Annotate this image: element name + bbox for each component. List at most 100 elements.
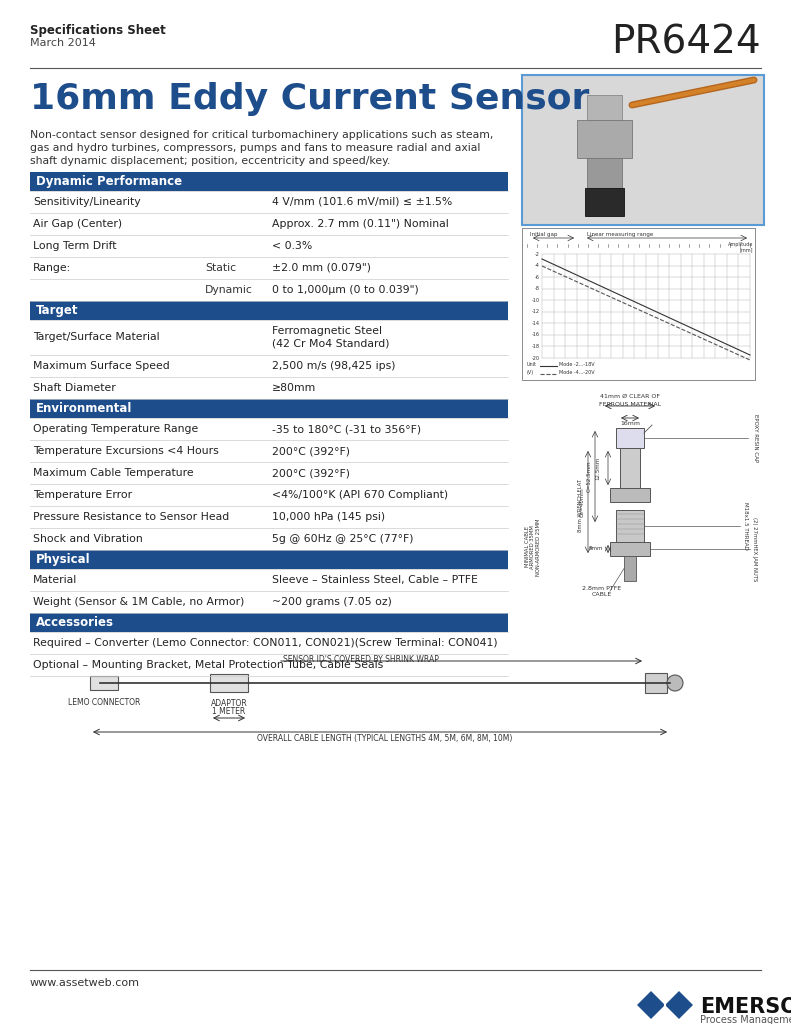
- Text: ADAPTOR: ADAPTOR: [210, 699, 248, 708]
- Text: 4 V/mm (101.6 mV/mil) ≤ ±1.5%: 4 V/mm (101.6 mV/mil) ≤ ±1.5%: [272, 197, 452, 207]
- Text: -35 to 180°C (-31 to 356°F): -35 to 180°C (-31 to 356°F): [272, 424, 421, 434]
- Text: ≥80mm: ≥80mm: [272, 383, 316, 393]
- Text: Ce=40mm: Ce=40mm: [580, 487, 585, 517]
- Text: 200°C (392°F): 200°C (392°F): [272, 446, 350, 456]
- Text: Dynamic Performance: Dynamic Performance: [36, 175, 182, 188]
- Text: Shock and Vibration: Shock and Vibration: [33, 534, 142, 544]
- Bar: [577, 120, 632, 158]
- Text: Maximum Surface Speed: Maximum Surface Speed: [33, 361, 170, 371]
- Text: March 2014: March 2014: [30, 38, 96, 48]
- Bar: [30, 399, 508, 418]
- Text: 200°C (392°F): 200°C (392°F): [272, 468, 350, 478]
- Text: Sleeve – Stainless Steel, Cable – PTFE: Sleeve – Stainless Steel, Cable – PTFE: [272, 575, 478, 585]
- Text: -6: -6: [536, 274, 540, 280]
- Text: Approx. 2.7 mm (0.11") Nominal: Approx. 2.7 mm (0.11") Nominal: [272, 219, 448, 229]
- Text: EMERSON.: EMERSON.: [700, 997, 791, 1017]
- Text: Static: Static: [205, 263, 237, 273]
- Text: Target: Target: [36, 304, 78, 317]
- Text: Temperature Error: Temperature Error: [33, 490, 132, 500]
- Text: <4%/100°K (API 670 Compliant): <4%/100°K (API 670 Compliant): [272, 490, 448, 500]
- Text: Temperature Excursions <4 Hours: Temperature Excursions <4 Hours: [33, 446, 219, 456]
- Bar: [624, 556, 636, 581]
- Text: 9mm: 9mm: [589, 547, 603, 552]
- Text: (V): (V): [527, 370, 534, 375]
- Bar: [587, 95, 622, 120]
- Text: Maximum Cable Temperature: Maximum Cable Temperature: [33, 468, 194, 478]
- Bar: [587, 158, 622, 188]
- Text: Sensitivity/Linearity: Sensitivity/Linearity: [33, 197, 141, 207]
- Text: -14: -14: [532, 321, 540, 326]
- Text: (42 Cr Mo4 Standard): (42 Cr Mo4 Standard): [272, 339, 389, 349]
- Bar: [522, 75, 764, 225]
- Text: Range:: Range:: [33, 263, 71, 273]
- Bar: [210, 674, 248, 692]
- Bar: [90, 676, 118, 690]
- Text: 10,000 hPa (145 psi): 10,000 hPa (145 psi): [272, 512, 385, 522]
- Text: C=52.5mm: C=52.5mm: [587, 461, 592, 493]
- Text: -18: -18: [532, 344, 540, 349]
- Text: www.assetweb.com: www.assetweb.com: [30, 978, 140, 988]
- Text: EPOXY RESIN CAP: EPOXY RESIN CAP: [752, 414, 758, 462]
- Bar: [30, 301, 508, 319]
- Bar: [616, 428, 644, 449]
- Text: Non-contact sensor designed for critical turbomachinery applications such as ste: Non-contact sensor designed for critical…: [30, 130, 494, 140]
- Bar: [610, 488, 650, 502]
- Bar: [522, 228, 755, 380]
- Text: 16mm Eddy Current Sensor: 16mm Eddy Current Sensor: [30, 82, 589, 116]
- Bar: [585, 188, 624, 216]
- Text: Operating Temperature Range: Operating Temperature Range: [33, 424, 199, 434]
- Text: MINIMAL CABLE
ARMORED 35MM
NON-ARMORED 25MM: MINIMAL CABLE ARMORED 35MM NON-ARMORED 2…: [524, 518, 541, 575]
- Text: -2: -2: [536, 252, 540, 256]
- Text: 16mm: 16mm: [620, 421, 640, 426]
- Text: ~200 grams (7.05 oz): ~200 grams (7.05 oz): [272, 597, 392, 607]
- Text: < 0.3%: < 0.3%: [272, 241, 312, 251]
- Text: Environmental: Environmental: [36, 402, 132, 415]
- Text: Shaft Diameter: Shaft Diameter: [33, 383, 115, 393]
- Bar: [30, 172, 508, 191]
- Text: Ferromagnetic Steel: Ferromagnetic Steel: [272, 326, 382, 336]
- Text: 12.5mm: 12.5mm: [595, 457, 600, 479]
- Text: Process Management®: Process Management®: [700, 1015, 791, 1024]
- Text: shaft dynamic displacement; position, eccentricity and speed/key.: shaft dynamic displacement; position, ec…: [30, 156, 391, 166]
- Text: FERROUS MATERIAL: FERROUS MATERIAL: [599, 402, 661, 407]
- Text: M18x1.5 THREAD: M18x1.5 THREAD: [743, 502, 747, 550]
- Text: Amplitude
[mm]: Amplitude [mm]: [728, 242, 753, 253]
- Text: Long Term Drift: Long Term Drift: [33, 241, 116, 251]
- Text: Initial gap: Initial gap: [530, 232, 558, 237]
- Text: -10: -10: [532, 298, 540, 303]
- Bar: [616, 510, 644, 542]
- Text: PR6424: PR6424: [611, 24, 761, 62]
- Text: 2.8mm PTFE
CABLE: 2.8mm PTFE CABLE: [582, 586, 622, 597]
- Text: Mode -2...-18V: Mode -2...-18V: [559, 362, 595, 367]
- Circle shape: [667, 675, 683, 691]
- Text: Weight (Sensor & 1M Cable, no Armor): Weight (Sensor & 1M Cable, no Armor): [33, 597, 244, 607]
- Text: -4: -4: [536, 263, 540, 268]
- Text: 41mm Ø CLEAR OF: 41mm Ø CLEAR OF: [600, 394, 660, 399]
- Text: 8mm WRENCH FLAT: 8mm WRENCH FLAT: [577, 478, 582, 531]
- Text: Target/Surface Material: Target/Surface Material: [33, 333, 160, 342]
- Bar: [30, 550, 508, 569]
- Bar: [30, 613, 508, 632]
- Text: (2) 27mmHEX JAM NUTS: (2) 27mmHEX JAM NUTS: [752, 517, 758, 582]
- Text: -20: -20: [532, 355, 540, 360]
- Text: LEMO CONNECTOR: LEMO CONNECTOR: [68, 698, 140, 707]
- Text: ±2.0 mm (0.079"): ±2.0 mm (0.079"): [272, 263, 371, 273]
- Text: 1 METER: 1 METER: [212, 707, 246, 716]
- Polygon shape: [665, 991, 693, 1019]
- Text: Air Gap (Center): Air Gap (Center): [33, 219, 122, 229]
- Text: Unit: Unit: [527, 362, 537, 367]
- Text: Accessories: Accessories: [36, 616, 114, 629]
- Text: Physical: Physical: [36, 553, 91, 566]
- Text: Specifications Sheet: Specifications Sheet: [30, 24, 166, 37]
- Text: Linear measuring range: Linear measuring range: [587, 232, 653, 237]
- Bar: [610, 542, 650, 556]
- Text: Optional – Mounting Bracket, Metal Protection Tube, Cable Seals: Optional – Mounting Bracket, Metal Prote…: [33, 660, 384, 670]
- Text: -12: -12: [532, 309, 540, 314]
- Text: -8: -8: [536, 286, 540, 291]
- Text: Mode -4...-20V: Mode -4...-20V: [559, 370, 595, 375]
- Bar: [645, 673, 667, 693]
- Text: Material: Material: [33, 575, 78, 585]
- Text: gas and hydro turbines, compressors, pumps and fans to measure radial and axial: gas and hydro turbines, compressors, pum…: [30, 143, 480, 153]
- Text: 0 to 1,000μm (0 to 0.039"): 0 to 1,000μm (0 to 0.039"): [272, 285, 418, 295]
- Bar: [620, 449, 640, 488]
